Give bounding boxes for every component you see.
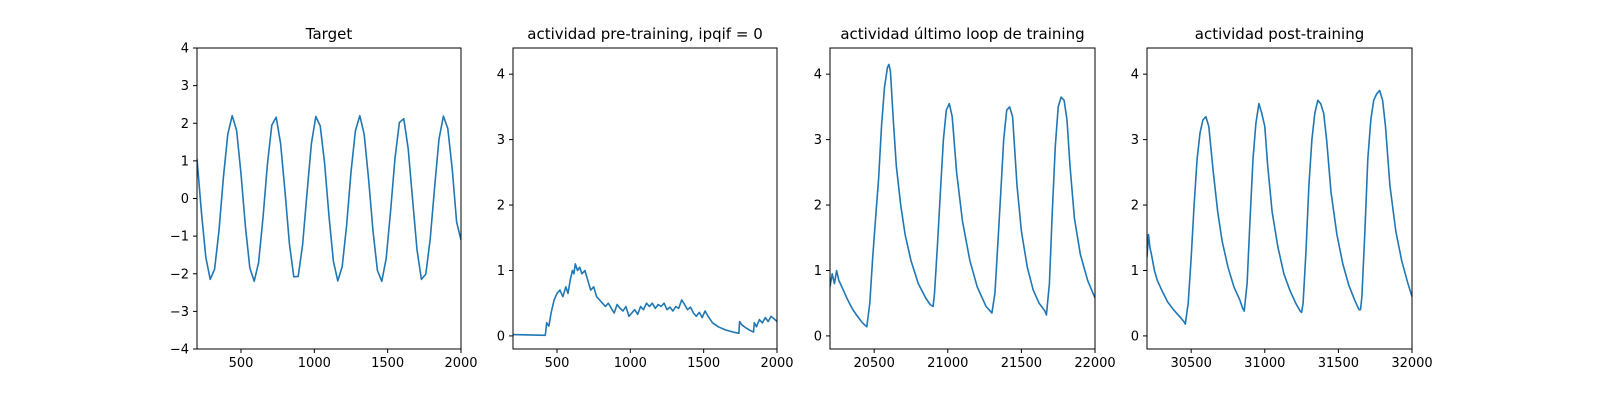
y-tick-label: 2 [181, 117, 189, 132]
y-tick-label: 4 [1131, 68, 1139, 83]
y-tick-label: 0 [814, 329, 822, 344]
y-tick-label: 2 [497, 199, 505, 214]
axes-frame [1146, 47, 1413, 350]
series-line [830, 63, 1095, 328]
x-tick-label: 20500 [853, 356, 894, 371]
chart-title: actividad pre-training, ipqif = 0 [527, 25, 763, 43]
y-tick-label: 1 [181, 154, 189, 169]
y-tick-label: 3 [497, 133, 505, 148]
y-tick-label: −3 [170, 305, 189, 320]
x-tick-label: 500 [545, 356, 570, 371]
axes-frame [829, 47, 1096, 350]
x-tick-label: 21500 [1001, 356, 1042, 371]
y-tick-label: −1 [170, 230, 189, 245]
x-tick-label: 1500 [687, 356, 720, 371]
y-tick-label: 1 [1131, 264, 1139, 279]
chart-title: Target [305, 25, 353, 43]
y-tick-label: 3 [1131, 133, 1139, 148]
y-tick-label: 0 [1131, 329, 1139, 344]
y-tick-label: 2 [1131, 199, 1139, 214]
x-tick-label: 30500 [1170, 356, 1211, 371]
series-line [513, 263, 777, 337]
x-tick-label: 31500 [1318, 356, 1359, 371]
x-tick-label: 1000 [298, 356, 331, 371]
y-tick-label: 3 [181, 79, 189, 94]
chart-title: actividad post-training [1195, 25, 1364, 43]
axes-frame [196, 47, 462, 350]
y-tick-label: 4 [181, 42, 189, 57]
x-tick-label: 32000 [1391, 356, 1432, 371]
y-tick-label: 4 [814, 68, 822, 83]
y-tick-label: −4 [170, 343, 189, 358]
chart-title: actividad último loop de training [840, 25, 1084, 43]
x-tick-label: 2000 [760, 356, 793, 371]
x-tick-label: 22000 [1074, 356, 1115, 371]
series-line [1147, 89, 1412, 325]
y-tick-label: 4 [497, 68, 505, 83]
y-tick-label: 1 [497, 264, 505, 279]
chart-panel-2: 500 1000 1500 2000 0 1 2 3 4 actividad pre-traini… [497, 25, 794, 371]
chart-panel-1: 500 1000 1500 2000 −4 −3 −2 −1 0 1 2 3 4 Target [170, 25, 478, 371]
y-tick-label: −2 [170, 267, 189, 282]
x-tick-label: 2000 [444, 356, 477, 371]
x-tick-label: 500 [229, 356, 254, 371]
x-tick-label: 21000 [927, 356, 968, 371]
axes-frame [512, 47, 778, 350]
chart-panel-3: 20500 21000 21500 22000 0 1 2 3 4 actividad últim… [814, 25, 1116, 371]
series-line [197, 114, 461, 283]
chart-panel-4: 30500 31000 31500 32000 0 1 2 3 4 actividad post-… [1131, 25, 1433, 371]
x-tick-label: 1000 [614, 356, 647, 371]
x-tick-label: 31000 [1244, 356, 1285, 371]
x-tick-label: 1500 [371, 356, 404, 371]
y-tick-label: 1 [814, 264, 822, 279]
y-tick-label: 0 [497, 329, 505, 344]
y-tick-label: 3 [814, 133, 822, 148]
y-tick-label: 0 [181, 192, 189, 207]
y-tick-label: 2 [814, 199, 822, 214]
